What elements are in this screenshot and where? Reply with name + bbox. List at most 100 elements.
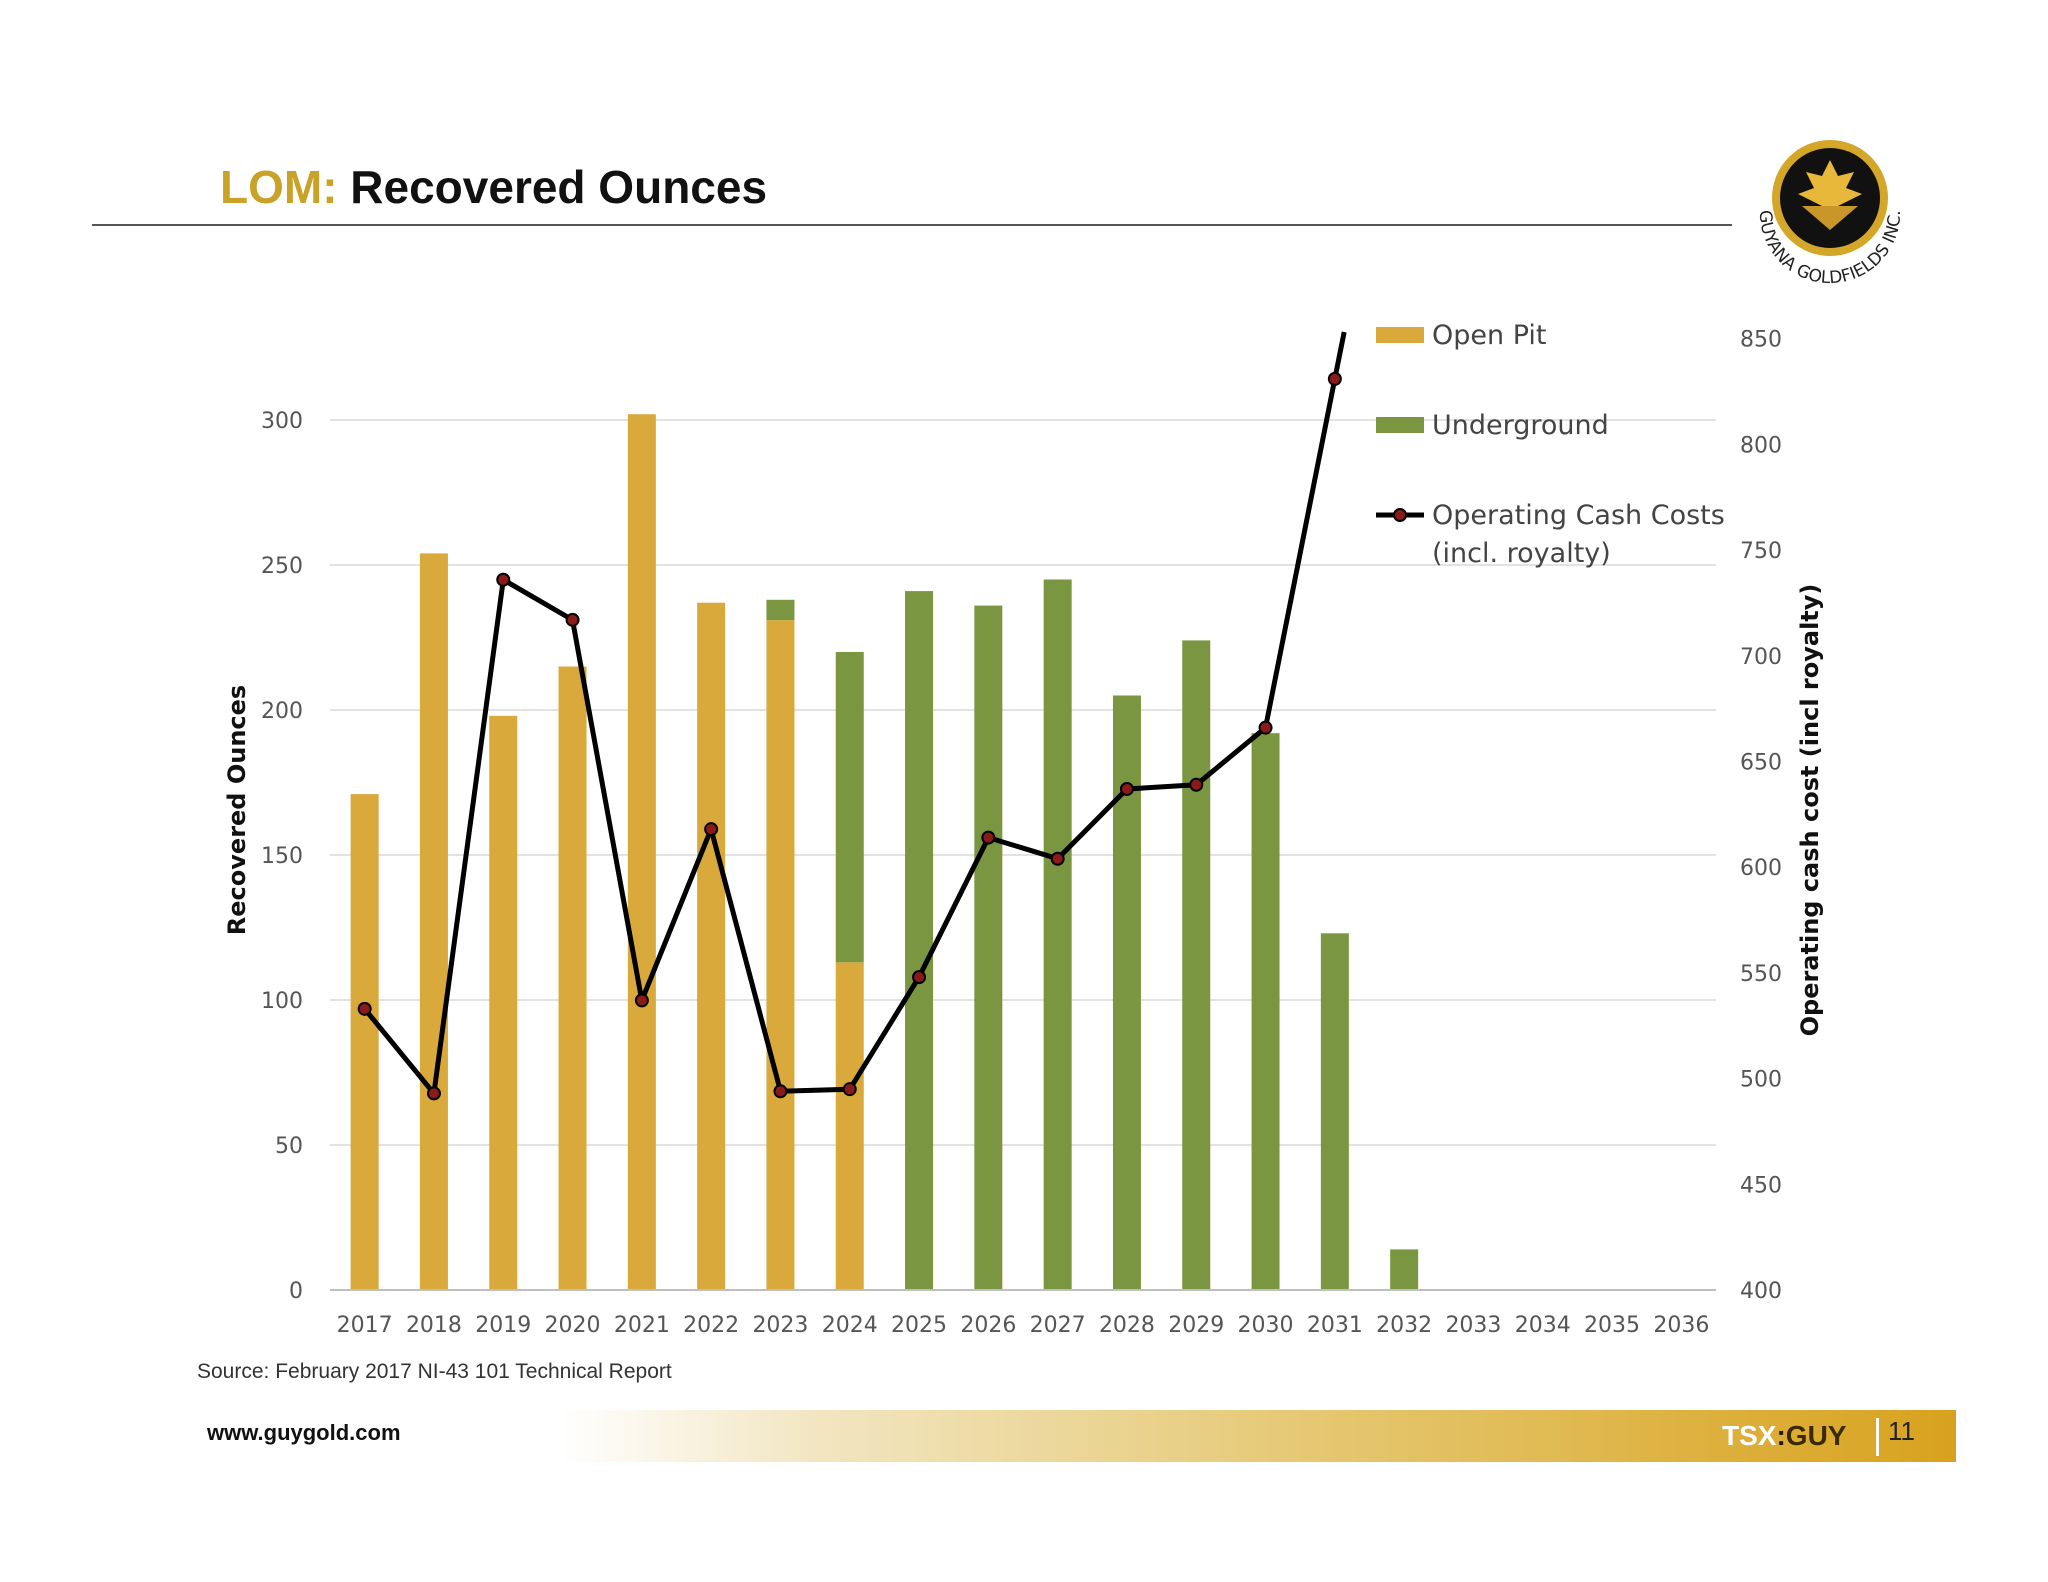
y-tick-label: 300 <box>261 409 303 434</box>
maple-leaf-icon <box>1798 160 1862 210</box>
y-tick-label: 250 <box>261 554 303 579</box>
x-tick-label: 2033 <box>1445 1313 1501 1338</box>
guyana-goldfields-logo: GUYANA GOLDFIELDS INC. <box>1755 140 1905 288</box>
website-link[interactable]: www.guygold.com <box>207 1420 401 1445</box>
y-tick-label: 100 <box>261 989 303 1014</box>
slide-title: LOM: Recovered Ounces <box>220 160 767 214</box>
legend: Open Pit Underground Operating Cash Costs (… <box>1376 320 1725 569</box>
x-tick-label: 2032 <box>1376 1313 1432 1338</box>
y2-tick-label: 550 <box>1740 962 1782 987</box>
y2-tick-label: 700 <box>1740 645 1782 670</box>
cost-marker <box>773 1084 788 1099</box>
bar-underground <box>835 652 864 963</box>
x-tick-label: 2029 <box>1168 1313 1224 1338</box>
legend-label: (incl. royalty) <box>1432 538 1611 569</box>
title-divider <box>92 224 1732 226</box>
bar-underground <box>1390 1249 1419 1290</box>
bar-underground <box>1251 733 1280 1290</box>
cost-marker <box>1119 781 1134 796</box>
x-tick-label: 2030 <box>1238 1313 1294 1338</box>
bar-open-pit <box>697 602 726 1290</box>
x-tick-label: 2031 <box>1307 1313 1363 1338</box>
title-prefix: LOM: <box>220 161 338 213</box>
bar-underground <box>766 599 795 621</box>
cost-line <box>362 331 1347 1096</box>
legend-label: Underground <box>1432 410 1609 441</box>
cost-marker <box>981 830 996 845</box>
x-tick-label: 2017 <box>337 1313 393 1338</box>
bar-open-pit <box>835 962 864 1290</box>
source-note: Source: February 2017 NI-43 101 Technica… <box>197 1360 672 1383</box>
bar-underground <box>1320 933 1349 1290</box>
bar-underground <box>905 591 934 1290</box>
x-tick-label: 2020 <box>545 1313 601 1338</box>
x-tick-label: 2025 <box>891 1313 947 1338</box>
legend-swatch-open-pit <box>1376 327 1424 343</box>
page-divider <box>1876 1418 1879 1456</box>
x-tick-label: 2027 <box>1030 1313 1086 1338</box>
cost-marker <box>842 1082 857 1097</box>
x-tick-label: 2023 <box>752 1313 808 1338</box>
cost-marker <box>912 970 927 985</box>
cost-marker <box>1189 777 1204 792</box>
cost-marker <box>1050 851 1065 866</box>
bar-open-pit <box>558 666 587 1290</box>
y2-tick-label: 450 <box>1740 1173 1782 1198</box>
legend-label: Open Pit <box>1432 320 1546 351</box>
x-tick-label: 2034 <box>1515 1313 1571 1338</box>
ticker-exchange: TSX <box>1722 1420 1777 1451</box>
page-number: 11 <box>1888 1416 1915 1446</box>
legend-swatch-cost-marker <box>1393 508 1407 522</box>
y2-tick-label: 850 <box>1740 328 1782 353</box>
cost-marker <box>704 822 719 837</box>
cost-marker <box>357 1001 372 1016</box>
y2-tick-label: 500 <box>1740 1068 1782 1093</box>
y-tick-label: 150 <box>261 844 303 869</box>
x-tick-label: 2019 <box>475 1313 531 1338</box>
bar-open-pit <box>350 794 379 1290</box>
cost-marker <box>565 612 580 627</box>
cost-marker <box>634 993 649 1008</box>
ticker-separator: : <box>1776 1420 1786 1451</box>
y2-axis-title: Operating cash cost (incl royalty) <box>1796 584 1824 1037</box>
x-tick-label: 2024 <box>822 1313 878 1338</box>
bar-open-pit <box>627 414 656 1290</box>
y2-tick-label: 600 <box>1740 856 1782 881</box>
x-tick-label: 2022 <box>683 1313 739 1338</box>
cost-marker <box>1327 371 1342 386</box>
legend-swatch-underground <box>1376 417 1424 433</box>
bars <box>350 414 1419 1290</box>
legend-label: Operating Cash Costs <box>1432 500 1725 531</box>
title-main: Recovered Ounces <box>350 161 768 213</box>
bar-underground <box>974 605 1003 1290</box>
cost-marker <box>426 1086 441 1101</box>
ticker-symbol: GUY <box>1785 1420 1847 1451</box>
y2-tick-label: 650 <box>1740 751 1782 776</box>
ticker: TSX:GUY <box>1722 1420 1846 1452</box>
x-tick-label: 2018 <box>406 1313 462 1338</box>
y2-tick-label: 800 <box>1740 433 1782 458</box>
y2-tick-label: 750 <box>1740 539 1782 564</box>
y-tick-label: 200 <box>261 699 303 724</box>
x-tick-label: 2036 <box>1653 1313 1709 1338</box>
x-tick-label: 2028 <box>1099 1313 1155 1338</box>
footer-bar <box>560 1410 1956 1462</box>
x-tick-label: 2035 <box>1584 1313 1640 1338</box>
y-tick-label: 0 <box>289 1279 303 1304</box>
cost-marker <box>496 572 511 587</box>
x-tick-label: 2021 <box>614 1313 670 1338</box>
y-tick-label: 50 <box>275 1134 303 1159</box>
bar-open-pit <box>766 620 795 1290</box>
cost-marker <box>1258 720 1273 735</box>
bar-open-pit <box>489 715 518 1290</box>
gold-nugget-icon <box>1802 206 1858 230</box>
x-tick-label: 2026 <box>960 1313 1016 1338</box>
bar-underground <box>1182 640 1211 1290</box>
cost-line-layer <box>357 331 1347 1101</box>
bar-underground <box>1043 579 1072 1290</box>
axes: 0 50 100 150 200 250 300 400 450 500 550 600 650 700 7… <box>223 328 1824 1338</box>
y-axis-title: Recovered Ounces <box>223 685 251 935</box>
y2-tick-label: 400 <box>1740 1279 1782 1304</box>
